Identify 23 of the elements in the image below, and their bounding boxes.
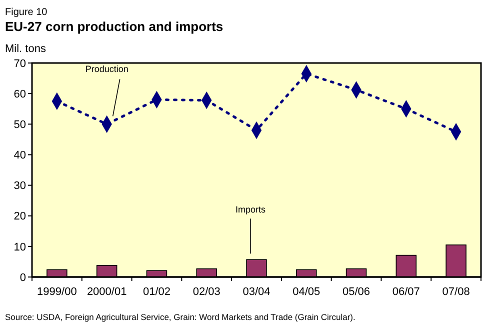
y-tick-label: 0 — [20, 272, 26, 284]
x-tick-label: 1999/00 — [37, 286, 77, 298]
y-axis-title: Mil. tons — [5, 43, 46, 55]
x-tick-label: 06/07 — [392, 286, 420, 298]
chart-subtitle: Figure 10 — [5, 7, 48, 18]
y-tick-label: 40 — [14, 150, 26, 162]
source-note: Source: USDA, Foreign Agricultural Service, Grain: Word Markets and Trade (Grain Circular). — [5, 312, 356, 322]
y-tick-label: 30 — [14, 180, 26, 192]
y-tick-label: 50 — [14, 118, 26, 131]
chart-title: EU-27 corn production and imports — [5, 19, 224, 34]
x-tick-label: 03/04 — [242, 286, 270, 298]
x-tick-label: 02/03 — [192, 286, 220, 298]
text: Imports — [235, 204, 266, 215]
y-tick-label: 70 — [14, 58, 26, 70]
x-tick-label: 04/05 — [292, 286, 320, 298]
y-tick-label: 10 — [14, 241, 26, 254]
x-tick-label: 01/02 — [142, 286, 170, 298]
text: Production — [85, 64, 128, 74]
x-tick-label: 07/08 — [442, 286, 470, 298]
x-tick-label: 05/06 — [342, 286, 370, 298]
y-tick-label: 60 — [14, 88, 26, 100]
x-tick-label: 2000/01 — [86, 286, 127, 298]
y-tick-label: 20 — [14, 210, 26, 223]
